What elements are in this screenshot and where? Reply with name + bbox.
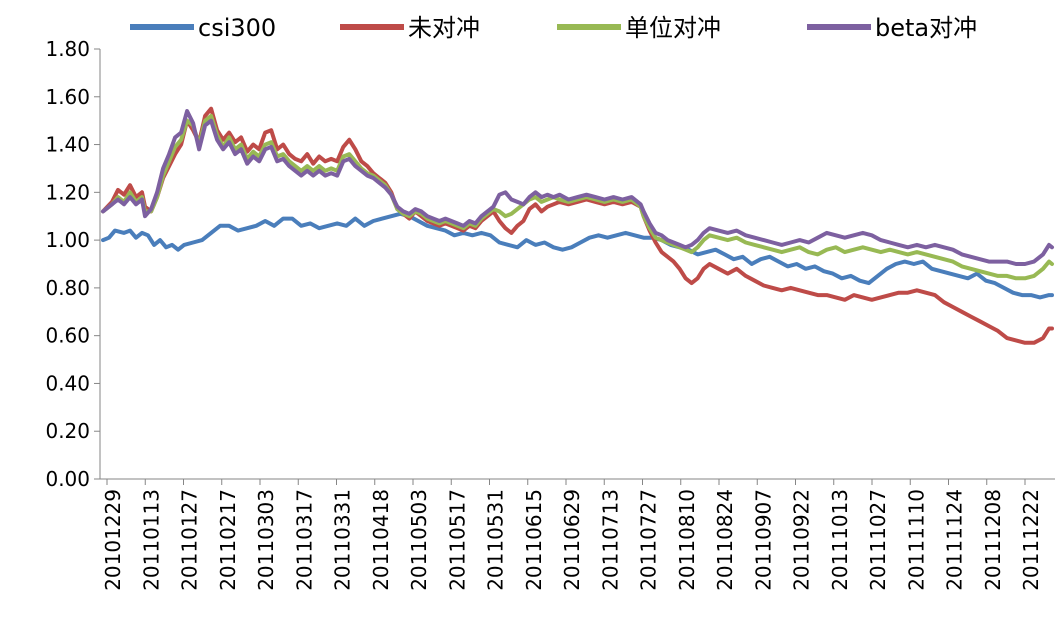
y-tick-label: 0.40 — [45, 371, 90, 395]
x-tick-label: 20110810 — [675, 489, 699, 591]
x-tick-label: 20110922 — [790, 489, 814, 591]
legend: csi300 未对冲 单位对冲 beta对冲 — [130, 14, 977, 42]
y-tick-label: 0.20 — [45, 419, 90, 443]
y-tick-label: 0.80 — [45, 276, 90, 300]
legend-label-2: 单位对冲 — [625, 14, 721, 42]
legend-label-3: beta对冲 — [875, 14, 977, 42]
x-tick-label: 20110713 — [598, 489, 622, 591]
x-tick-label: 20111110 — [904, 489, 928, 591]
y-tick-label: 0.60 — [45, 324, 90, 348]
x-tick-label: 20110503 — [407, 489, 431, 591]
x-tick-label: 20110824 — [713, 489, 737, 591]
legend-label-0: csi300 — [198, 14, 276, 42]
x-tick-label: 20110517 — [445, 489, 469, 591]
y-tick-label: 1.00 — [45, 228, 90, 252]
x-axis: 20101229 20110113 20110127 20110217 20110303… — [100, 478, 1055, 591]
x-tick-label: 20110615 — [522, 489, 546, 591]
y-tick-label: 1.20 — [45, 180, 90, 204]
x-tick-label: 20110418 — [369, 489, 393, 591]
series-line-1 — [101, 106, 1054, 345]
y-tick-label: 1.60 — [45, 85, 90, 109]
x-tick-label: 20111013 — [828, 489, 852, 591]
x-tick-label: 20110317 — [292, 489, 316, 591]
x-tick-label: 20110127 — [178, 489, 202, 591]
x-tick-label: 20110629 — [560, 489, 584, 591]
x-tick-label: 20110331 — [331, 489, 355, 591]
x-tick-label: 20110303 — [254, 489, 278, 591]
series-line-0 — [101, 211, 1054, 300]
x-tick-label: 20110217 — [216, 489, 240, 591]
x-tick-label: 20111124 — [943, 489, 967, 591]
x-tick-label: 20110113 — [139, 489, 163, 591]
x-tick-label: 20111208 — [981, 489, 1005, 591]
x-tick-label: 20110531 — [484, 489, 508, 591]
series-lines — [101, 106, 1054, 345]
y-tick-label: 0.00 — [45, 467, 90, 491]
y-tick-label: 1.40 — [45, 133, 90, 157]
y-tick-label: 1.80 — [45, 37, 90, 61]
x-tick-label: 20110907 — [751, 489, 775, 591]
x-tick-label: 20101229 — [101, 489, 125, 591]
y-axis: 0.00 0.20 0.40 0.60 0.80 1.00 1.20 1.40 1.60 1.80 — [45, 37, 101, 491]
x-tick-label: 20111027 — [866, 489, 890, 591]
series-line-3 — [101, 109, 1054, 266]
series-line-2 — [101, 113, 1054, 281]
x-tick-label: 20110727 — [637, 489, 661, 591]
legend-label-1: 未对冲 — [408, 14, 480, 42]
x-tick-label: 20111222 — [1019, 489, 1043, 591]
